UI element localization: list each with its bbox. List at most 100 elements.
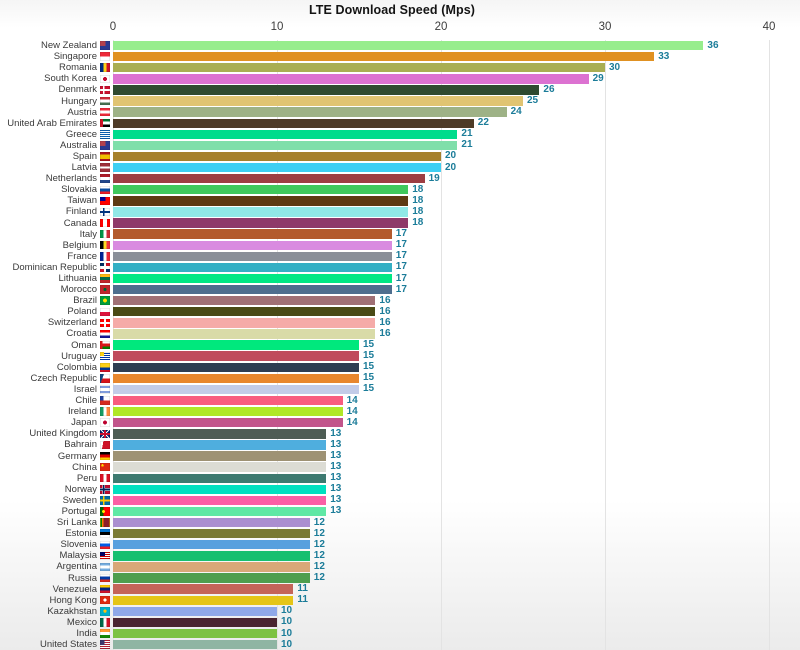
spain-flag-icon xyxy=(100,152,110,161)
chart-row-ireland: Ireland 14 xyxy=(0,406,800,417)
x-tick-label: 40 xyxy=(762,21,776,33)
bar xyxy=(113,495,327,506)
gridline xyxy=(441,40,442,650)
russia-flag-icon xyxy=(100,573,110,583)
country-label: Israel xyxy=(73,383,97,395)
chart-row-united-arab-emirates: United Arab Emirates 22 xyxy=(0,118,800,129)
bar xyxy=(113,74,589,84)
latvia-flag-icon xyxy=(100,163,110,172)
country-label: Venezuela xyxy=(52,583,97,595)
united-states-flag-icon xyxy=(100,640,110,649)
bar xyxy=(113,185,409,195)
country-label: Hong Kong xyxy=(49,594,97,606)
x-tick-label: 0 xyxy=(109,21,117,33)
taiwan-flag-icon xyxy=(100,196,110,206)
bar xyxy=(113,595,294,605)
brazil-flag-icon xyxy=(100,296,110,305)
value-label: 13 xyxy=(330,483,342,495)
bar xyxy=(113,351,359,361)
value-label: 11 xyxy=(297,594,308,606)
chart-row-new-zealand: New Zealand 36 xyxy=(0,40,800,51)
chart-row-italy: Italy 17 xyxy=(0,229,800,240)
chart-row-croatia: Croatia 16 xyxy=(0,328,800,339)
peru-flag-icon xyxy=(100,473,110,483)
country-label: Spain xyxy=(72,150,97,162)
value-label: 10 xyxy=(281,605,293,617)
country-label: Uruguay xyxy=(61,350,97,362)
value-label: 18 xyxy=(412,194,424,206)
country-label: South Korea xyxy=(44,73,97,85)
bar xyxy=(113,506,327,517)
country-label: Germany xyxy=(57,450,97,462)
venezuela-flag-icon xyxy=(100,584,110,594)
country-label: Russia xyxy=(67,572,97,584)
value-label: 13 xyxy=(330,505,342,517)
chart-row-france: France 17 xyxy=(0,251,800,262)
chile-flag-icon xyxy=(100,396,110,405)
country-label: Romania xyxy=(58,62,97,74)
bar xyxy=(113,551,310,561)
country-label: Belgium xyxy=(62,239,97,251)
chart-row-mexico: Mexico 10 xyxy=(0,617,800,628)
value-label: 12 xyxy=(313,527,325,539)
chart-row-canada: Canada 18 xyxy=(0,218,800,229)
chart-row-netherlands: Netherlands 19 xyxy=(0,173,800,184)
chart-row-australia: Australia 21 xyxy=(0,140,800,151)
chart-row-russia: Russia 12 xyxy=(0,573,800,584)
germany-flag-icon xyxy=(100,451,110,461)
value-label: 12 xyxy=(313,560,325,572)
bar xyxy=(113,251,392,262)
value-label: 12 xyxy=(313,549,325,561)
value-label: 10 xyxy=(281,638,293,650)
plot-area: New Zealand 36 Singapore 33 Romania 30 South K… xyxy=(0,40,800,650)
chart-row-dominican-republic: Dominican Republic 17 xyxy=(0,262,800,273)
dominican-republic-flag-icon xyxy=(100,263,110,272)
chart-row-india: India 10 xyxy=(0,628,800,639)
value-label: 15 xyxy=(363,350,375,362)
netherlands-flag-icon xyxy=(100,174,110,183)
x-tick-label: 20 xyxy=(434,21,448,33)
new-zealand-flag-icon xyxy=(100,41,110,50)
bar xyxy=(113,384,359,395)
value-label: 17 xyxy=(395,272,407,284)
chart-row-estonia: Estonia 12 xyxy=(0,528,800,539)
country-label: Malaysia xyxy=(59,550,98,562)
chart-row-austria: Austria 24 xyxy=(0,107,800,118)
chart-row-switzerland: Switzerland 16 xyxy=(0,317,800,328)
value-label: 13 xyxy=(330,450,342,462)
austria-flag-icon xyxy=(100,107,110,117)
value-label: 19 xyxy=(428,172,440,184)
uruguay-flag-icon xyxy=(100,351,110,361)
bar xyxy=(113,484,327,494)
chart-row-kazakhstan: Kazakhstan 10 xyxy=(0,606,800,617)
lithuania-flag-icon xyxy=(100,274,110,283)
chart-row-uruguay: Uruguay 15 xyxy=(0,351,800,362)
canada-flag-icon xyxy=(100,218,110,228)
value-label: 29 xyxy=(592,72,604,84)
colombia-flag-icon xyxy=(100,363,110,372)
value-label: 17 xyxy=(395,239,407,251)
bar xyxy=(113,96,523,106)
bar xyxy=(113,473,327,483)
bar xyxy=(113,406,343,417)
value-label: 16 xyxy=(379,305,391,317)
value-label: 13 xyxy=(330,427,342,439)
value-label: 18 xyxy=(412,205,424,217)
country-label: India xyxy=(76,628,97,640)
morocco-flag-icon xyxy=(100,285,110,294)
country-label: Croatia xyxy=(66,328,97,340)
slovenia-flag-icon xyxy=(100,540,110,550)
bar xyxy=(113,395,343,406)
bar xyxy=(113,51,655,62)
value-label: 12 xyxy=(313,572,325,584)
country-label: Slovakia xyxy=(61,184,97,196)
country-label: Peru xyxy=(76,472,97,484)
hungary-flag-icon xyxy=(100,96,110,106)
country-label: Estonia xyxy=(65,528,97,540)
greece-flag-icon xyxy=(100,130,110,139)
value-label: 25 xyxy=(527,95,539,107)
bar xyxy=(113,639,277,650)
country-label: Colombia xyxy=(56,361,97,373)
croatia-flag-icon xyxy=(100,329,110,339)
